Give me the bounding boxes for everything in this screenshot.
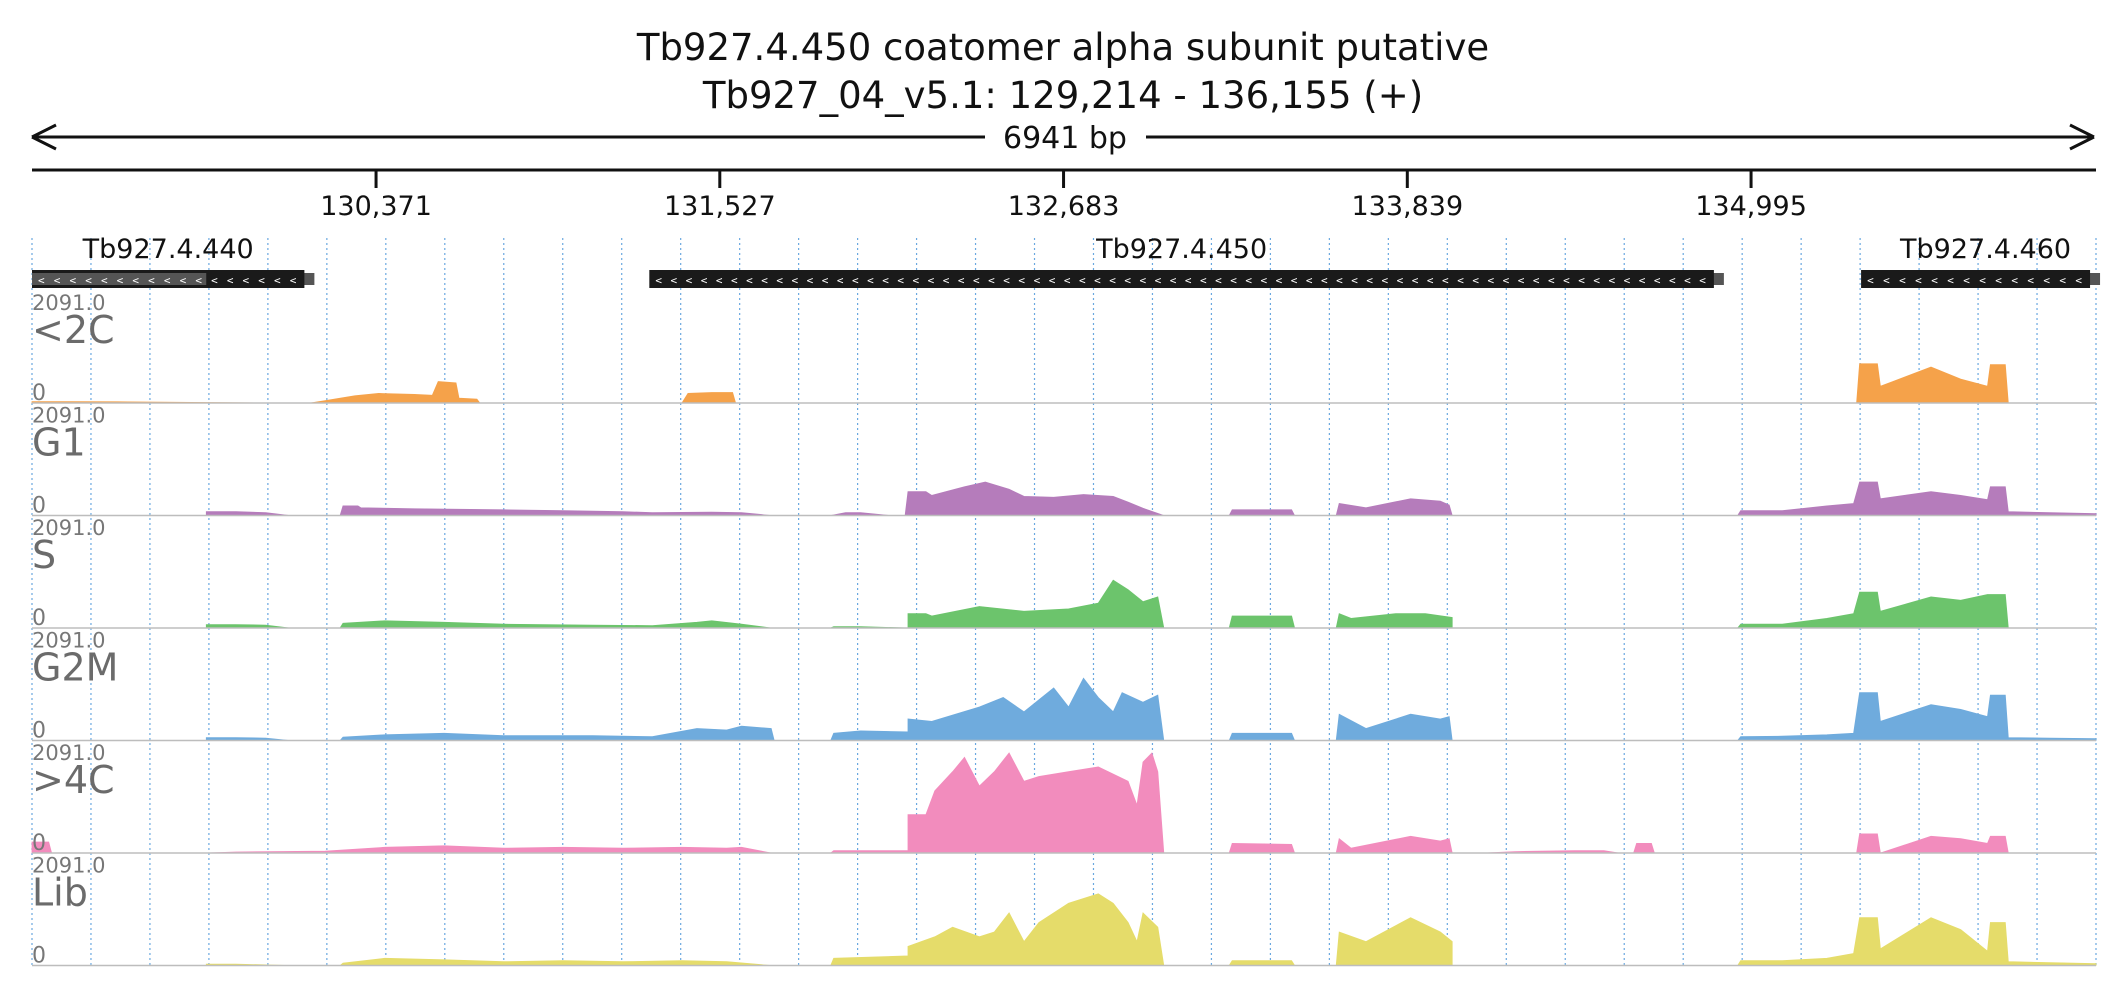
track-label: S [32,533,56,577]
track-scale-max: 2091.0 [32,516,105,540]
track-label: G1 [32,421,86,465]
track-label: Lib [32,871,88,915]
gene-label: Tb927.4.450 [1095,234,1267,265]
gene-track: <<<<<<<<<<<<<<<<<Tb927.4.440<<<<<<<<<<<<… [32,234,2101,288]
coverage-area [32,579,2096,629]
gene-label: Tb927.4.440 [82,234,254,265]
track-scale-min: 0 [32,381,46,406]
track-scale-min: 0 [32,944,46,969]
gene-Tb927-4-450[interactable]: <<<<<<<<<<<<<<<<<<<<<<<<<<<<<<<<<<<<<<<<… [649,234,1724,288]
track-2: 2091.0S 0 [32,516,2096,631]
gene-body [1861,270,2091,288]
gene-Tb927-4-440[interactable]: <<<<<<<<<<<<<<<<< Tb927.4.440 [32,234,315,288]
span-ruler: 6941 bp [31,121,2095,156]
track-scale-max: 2091.0 [32,404,105,428]
track-scale-max: 2091.0 [32,741,105,765]
gene-body [649,270,1714,288]
tick-label: 134,995 [1695,191,1807,222]
tick-label: 133,839 [1351,191,1463,222]
coverage-area [31,363,2096,404]
coverage-area [32,677,2097,741]
track-scale-min: 0 [32,831,46,856]
track-scale-max: 2091.0 [32,854,105,878]
chart-title-line1: Tb927.4.450 coatomer alpha subunit putat… [636,26,1489,69]
coverage-area [32,893,2097,966]
track-label: >4C [32,758,115,802]
gene-utr [32,273,207,285]
tick-label: 130,371 [320,191,432,222]
gridlines [31,238,2097,965]
gene-label: Tb927.4.460 [1899,234,2071,265]
tick-label: 132,683 [1008,191,1120,222]
tick-label: 131,527 [664,191,776,222]
track-scale-min: 0 [32,606,46,631]
coverage-area [31,752,2096,854]
track-scale-max: 2091.0 [32,629,105,653]
coverage-area [32,481,2097,516]
chart-title-line2: Tb927_04_v5.1: 129,214 - 136,155 (+) [702,74,1423,117]
track-scale-max: 2091.0 [32,291,105,315]
track-label: <2C [32,308,115,352]
track-scale-min: 0 [32,494,46,519]
gene-Tb927-4-460[interactable]: <<<<<<<<<<<<<<Tb927.4.460 [1861,234,2101,288]
track-scale-min: 0 [32,719,46,744]
strand-arrows-icon: <<<<<<<<<<<<<<<<< [38,274,297,287]
span-arrow-left-icon [31,123,57,151]
span-arrow-right-icon [2069,123,2095,151]
track-4: 2091.0>4C 0 [31,741,2096,856]
span-label: 6941 bp [1003,121,1127,156]
track-label: G2M [32,646,118,690]
track-1: 2091.0G1 0 [32,404,2097,519]
track-0: 2091.0<2C 0 [31,291,2096,406]
coordinate-ticks: 130,371 131,527 132,683 133,839 134,995 [320,170,1807,222]
coverage-tracks: 2091.0<2C02091.0G102091.0S02091.0G2M0209… [31,291,2097,969]
